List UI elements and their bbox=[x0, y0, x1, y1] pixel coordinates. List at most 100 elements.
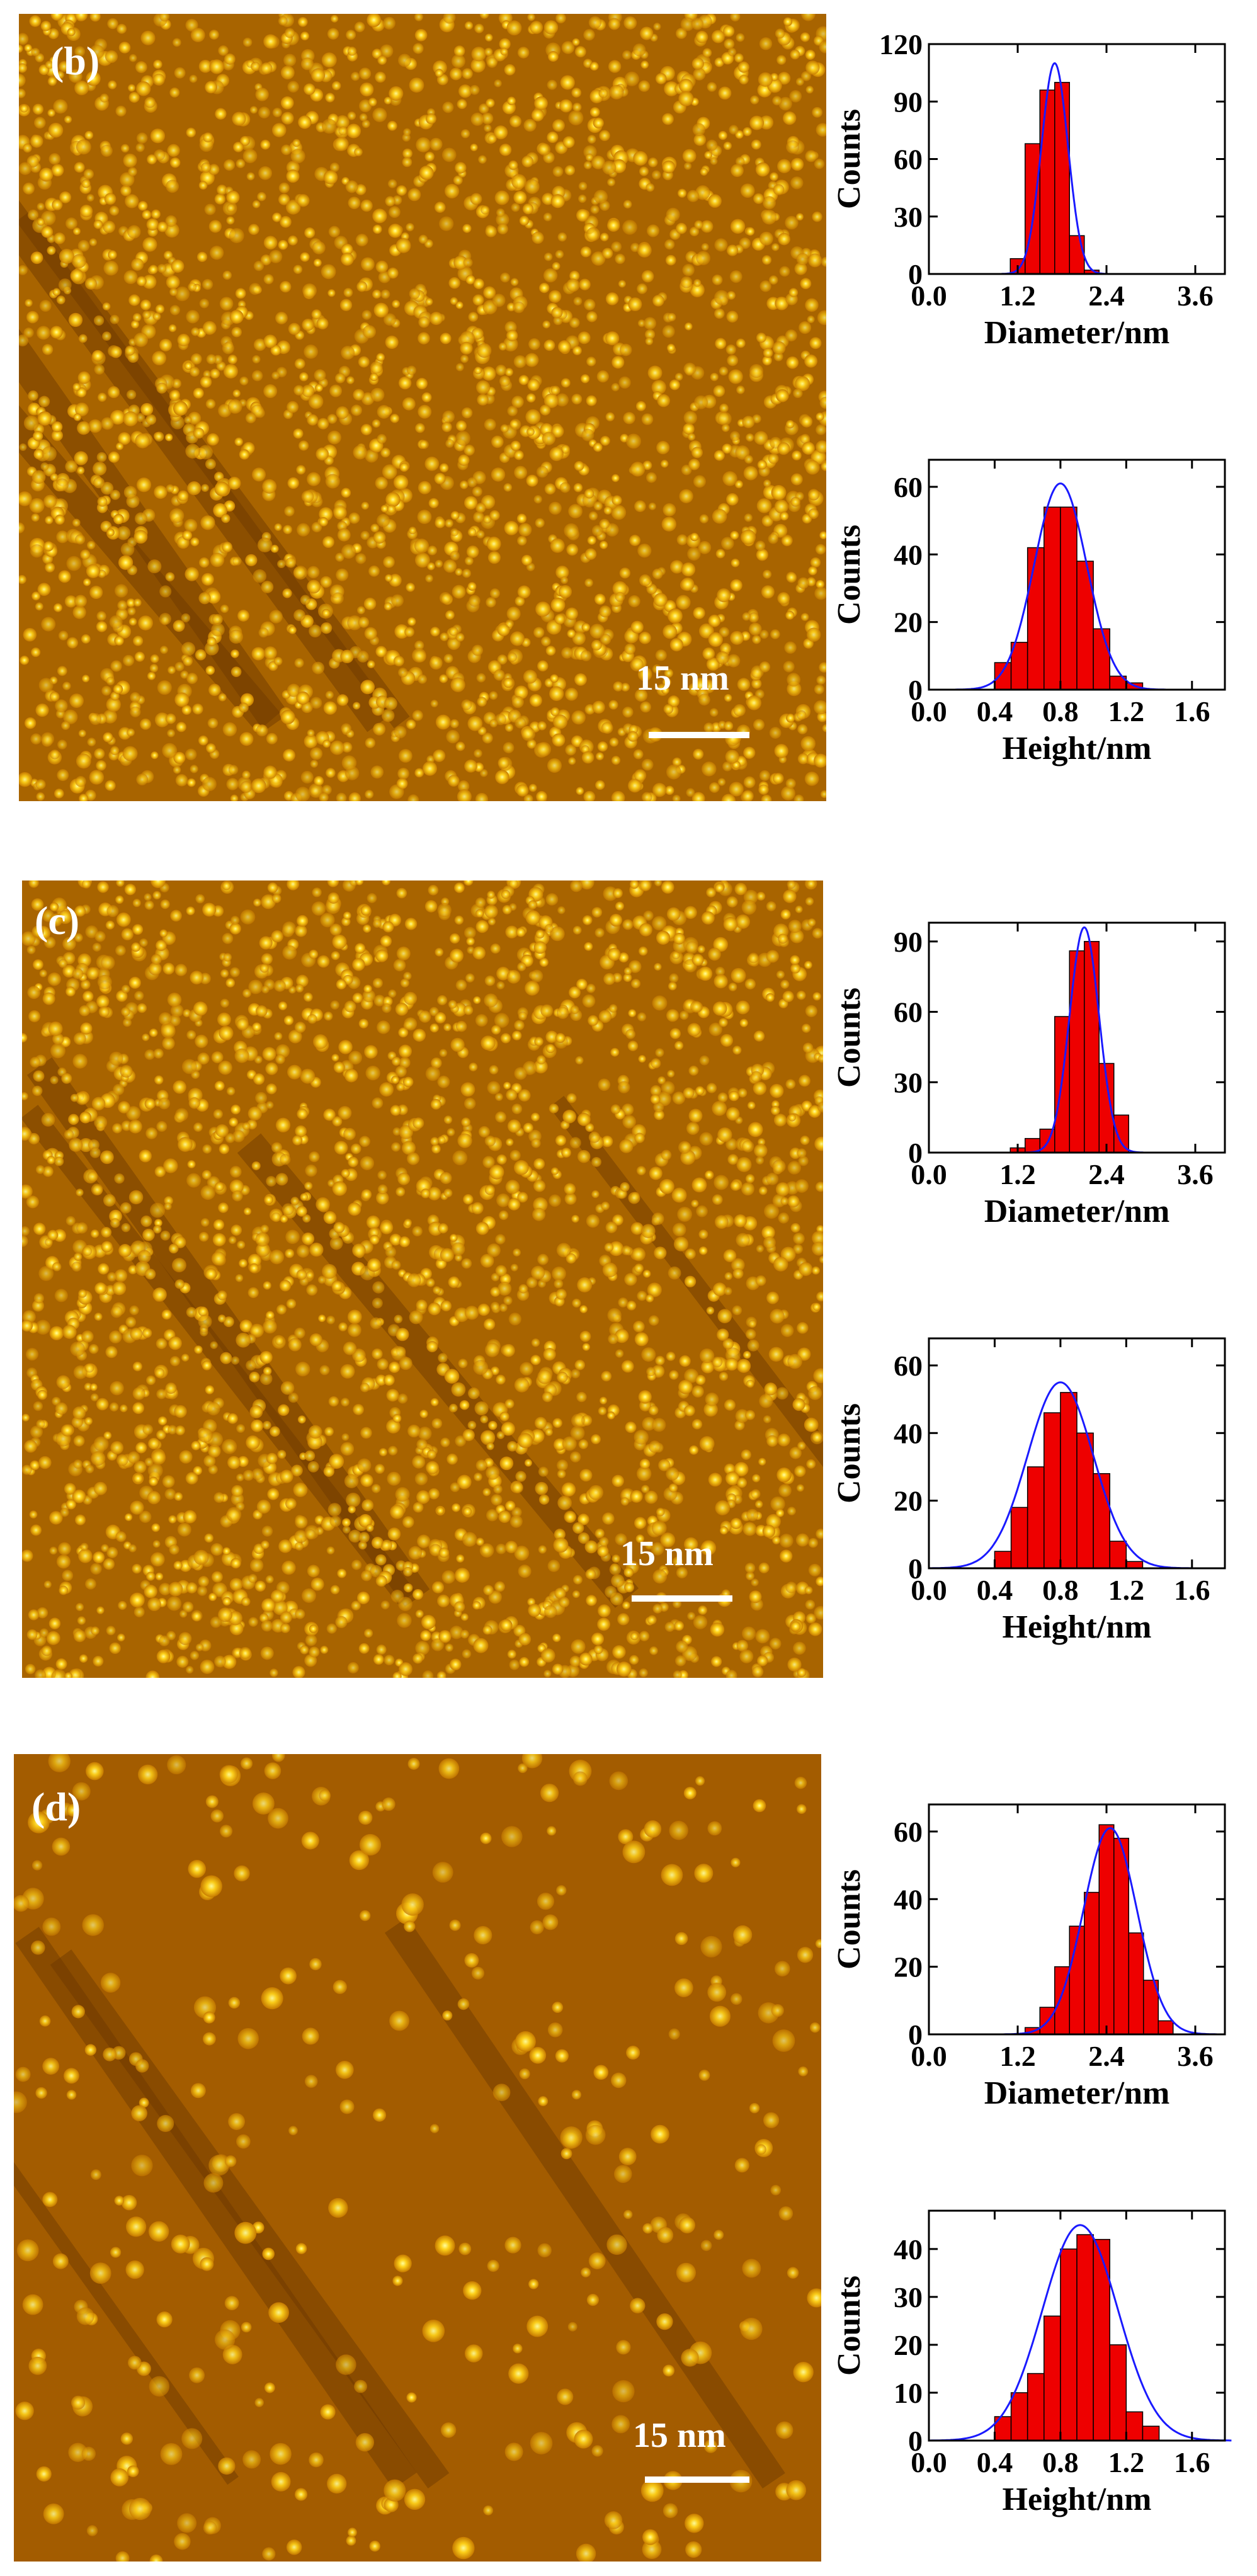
nanoparticle bbox=[530, 1355, 541, 1365]
nanoparticle bbox=[116, 526, 131, 540]
nanoparticle bbox=[569, 317, 580, 328]
nanoparticle bbox=[373, 1654, 384, 1665]
nanoparticle bbox=[805, 298, 819, 312]
nanoparticle bbox=[198, 1306, 208, 1316]
nanoparticle bbox=[220, 604, 229, 613]
nanoparticle bbox=[758, 1186, 768, 1195]
nanoparticle bbox=[414, 1472, 428, 1486]
nanoparticle bbox=[221, 513, 230, 523]
nanoparticle bbox=[152, 1287, 167, 1302]
nanoparticle bbox=[428, 1488, 440, 1500]
nanoparticle bbox=[727, 1154, 739, 1165]
nanoparticle bbox=[45, 562, 55, 573]
nanoparticle bbox=[157, 264, 167, 273]
nanoparticle bbox=[380, 504, 389, 513]
nanoparticle bbox=[302, 1214, 311, 1223]
nanoparticle bbox=[598, 1604, 611, 1617]
nanoparticle bbox=[560, 576, 569, 584]
nanoparticle bbox=[173, 751, 186, 764]
nanoparticle bbox=[369, 1234, 380, 1245]
nanoparticle bbox=[601, 1136, 613, 1148]
nanoparticle bbox=[416, 1439, 428, 1450]
nanoparticle bbox=[94, 1282, 107, 1295]
nanoparticle bbox=[552, 119, 565, 132]
nanoparticle bbox=[702, 761, 717, 777]
nanoparticle bbox=[285, 557, 297, 568]
nanoparticle bbox=[207, 433, 219, 446]
nanoparticle bbox=[618, 1081, 630, 1093]
nanoparticle bbox=[597, 741, 608, 752]
nanoparticle bbox=[717, 1127, 732, 1143]
nanoparticle bbox=[347, 1662, 359, 1673]
nanoparticle bbox=[695, 30, 708, 43]
nanoparticle bbox=[186, 1582, 198, 1593]
nanoparticle bbox=[477, 394, 489, 406]
nanoparticle bbox=[488, 1420, 498, 1430]
nanoparticle bbox=[402, 148, 413, 159]
nanoparticle bbox=[421, 1188, 431, 1199]
nanoparticle bbox=[586, 311, 598, 322]
nanoparticle bbox=[663, 624, 678, 639]
nanoparticle bbox=[598, 1078, 611, 1091]
nanoparticle bbox=[574, 673, 587, 686]
nanoparticle bbox=[816, 412, 824, 421]
nanoparticle bbox=[691, 792, 705, 801]
nanoparticle bbox=[115, 945, 126, 956]
nanoparticle bbox=[352, 958, 365, 971]
nanoparticle bbox=[159, 929, 168, 938]
nanoparticle bbox=[577, 331, 591, 345]
nanoparticle bbox=[338, 126, 348, 135]
nanoparticle bbox=[819, 662, 826, 673]
nanoparticle bbox=[321, 52, 337, 68]
nanoparticle bbox=[523, 1122, 533, 1133]
nanoparticle bbox=[93, 1551, 105, 1564]
nanoparticle bbox=[375, 1374, 387, 1386]
nanoparticle bbox=[696, 251, 711, 266]
nanoparticle bbox=[571, 394, 583, 405]
nanoparticle bbox=[118, 555, 134, 570]
nanoparticle bbox=[744, 1563, 756, 1573]
nanoparticle bbox=[469, 84, 480, 95]
nanoparticle bbox=[184, 518, 198, 532]
nanoparticle bbox=[58, 570, 71, 583]
nanoparticle bbox=[469, 1063, 478, 1072]
nanoparticle bbox=[354, 147, 363, 157]
nanoparticle bbox=[594, 1645, 603, 1655]
nanoparticle bbox=[439, 216, 454, 231]
nanoparticle bbox=[328, 1396, 339, 1407]
nanoparticle bbox=[688, 1065, 699, 1076]
nanoparticle bbox=[319, 517, 328, 527]
nanoparticle bbox=[721, 537, 734, 550]
nanoparticle bbox=[769, 1638, 782, 1650]
nanoparticle bbox=[584, 299, 596, 311]
nanoparticle bbox=[727, 355, 739, 367]
nanoparticle bbox=[404, 918, 418, 930]
nanoparticle bbox=[616, 1661, 632, 1677]
nanoparticle bbox=[626, 433, 642, 449]
nanoparticle bbox=[593, 501, 603, 511]
nanoparticle bbox=[774, 744, 788, 758]
nanoparticle bbox=[187, 1160, 196, 1169]
nanoparticle bbox=[790, 1222, 800, 1233]
nanoparticle bbox=[320, 576, 332, 588]
nanoparticle bbox=[554, 1529, 566, 1541]
nanoparticle bbox=[76, 1091, 89, 1105]
nanoparticle bbox=[359, 1136, 371, 1148]
nanoparticle bbox=[255, 1232, 270, 1247]
nanoparticle bbox=[666, 1352, 676, 1361]
nanoparticle bbox=[605, 412, 615, 421]
nanoparticle bbox=[508, 1313, 521, 1326]
nanoparticle bbox=[361, 1570, 372, 1582]
nanoparticle bbox=[41, 1113, 55, 1127]
nanoparticle bbox=[508, 881, 518, 889]
nanoparticle bbox=[565, 744, 577, 756]
nanoparticle bbox=[377, 1358, 389, 1371]
nanoparticle bbox=[391, 1142, 401, 1152]
nanoparticle bbox=[173, 1561, 183, 1570]
nanoparticle bbox=[348, 1505, 356, 1513]
nanoparticle bbox=[556, 1006, 569, 1019]
nanoparticle bbox=[408, 1546, 423, 1560]
nanoparticle bbox=[485, 225, 497, 237]
nanoparticle bbox=[690, 532, 699, 542]
nanoparticle bbox=[635, 401, 646, 411]
